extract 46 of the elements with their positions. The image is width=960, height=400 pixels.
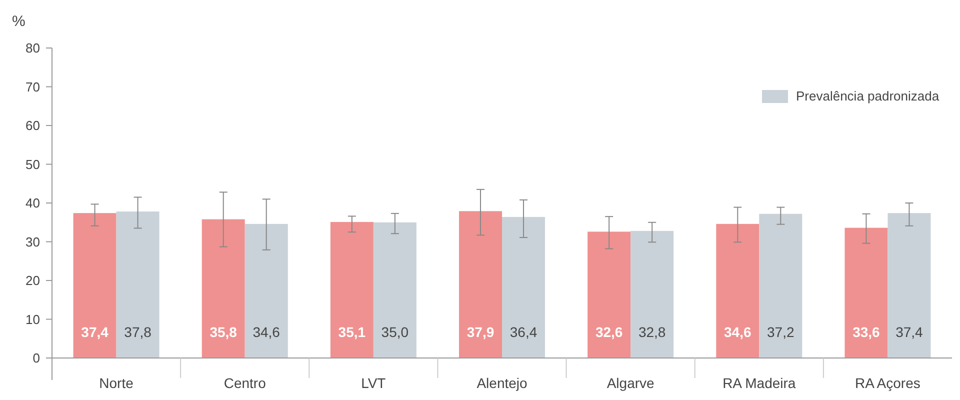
bar: [244, 224, 288, 358]
bar: [330, 222, 374, 358]
y-tick-label: 80: [26, 40, 40, 56]
bar: [459, 211, 502, 358]
bar: [73, 213, 116, 358]
y-tick-label: 50: [26, 156, 40, 172]
data-label: 34,6: [724, 324, 752, 340]
x-tick-label: RA Açores: [855, 375, 920, 391]
x-tick-label: Alentejo: [476, 375, 528, 391]
x-tick-label: Norte: [99, 375, 134, 391]
y-tick-label: 0: [32, 350, 40, 366]
bar: [373, 222, 416, 358]
data-label: 34,6: [252, 324, 280, 340]
bar: [502, 216, 545, 358]
x-tick-label: Centro: [224, 375, 266, 391]
data-label: 37,8: [124, 324, 152, 340]
bar: [202, 219, 245, 358]
y-tick-label: 30: [26, 234, 40, 250]
data-label: 36,4: [510, 324, 538, 340]
data-label: 32,8: [638, 324, 666, 340]
bar: [716, 224, 760, 358]
bar: [116, 212, 160, 358]
y-tick-label: 60: [26, 118, 40, 134]
data-label: 37,4: [896, 324, 924, 340]
y-axis-title: %: [12, 13, 26, 30]
y-tick-label: 10: [26, 312, 40, 327]
x-tick-label: Algarve: [606, 375, 655, 391]
bar: [844, 228, 888, 358]
bar: [588, 232, 631, 358]
y-tick-label: 20: [26, 273, 40, 288]
legend-label: Prevalência padronizada: [796, 88, 940, 104]
y-tick-label: 70: [26, 79, 40, 94]
data-label: 32,6: [595, 324, 623, 340]
bar: [630, 230, 674, 358]
bar: [888, 213, 931, 358]
data-label: 37,2: [767, 324, 794, 340]
data-label: 33,6: [852, 324, 880, 340]
data-label: 35,1: [338, 324, 366, 340]
x-tick-label: RA Madeira: [722, 375, 796, 391]
bar: [759, 214, 802, 358]
x-tick-label: LVT: [361, 375, 386, 391]
data-label: 37,4: [81, 324, 109, 340]
data-label: 35,0: [381, 324, 409, 340]
data-label: 35,8: [210, 324, 238, 340]
data-label: 37,9: [466, 324, 494, 340]
y-tick-label: 40: [26, 196, 40, 211]
